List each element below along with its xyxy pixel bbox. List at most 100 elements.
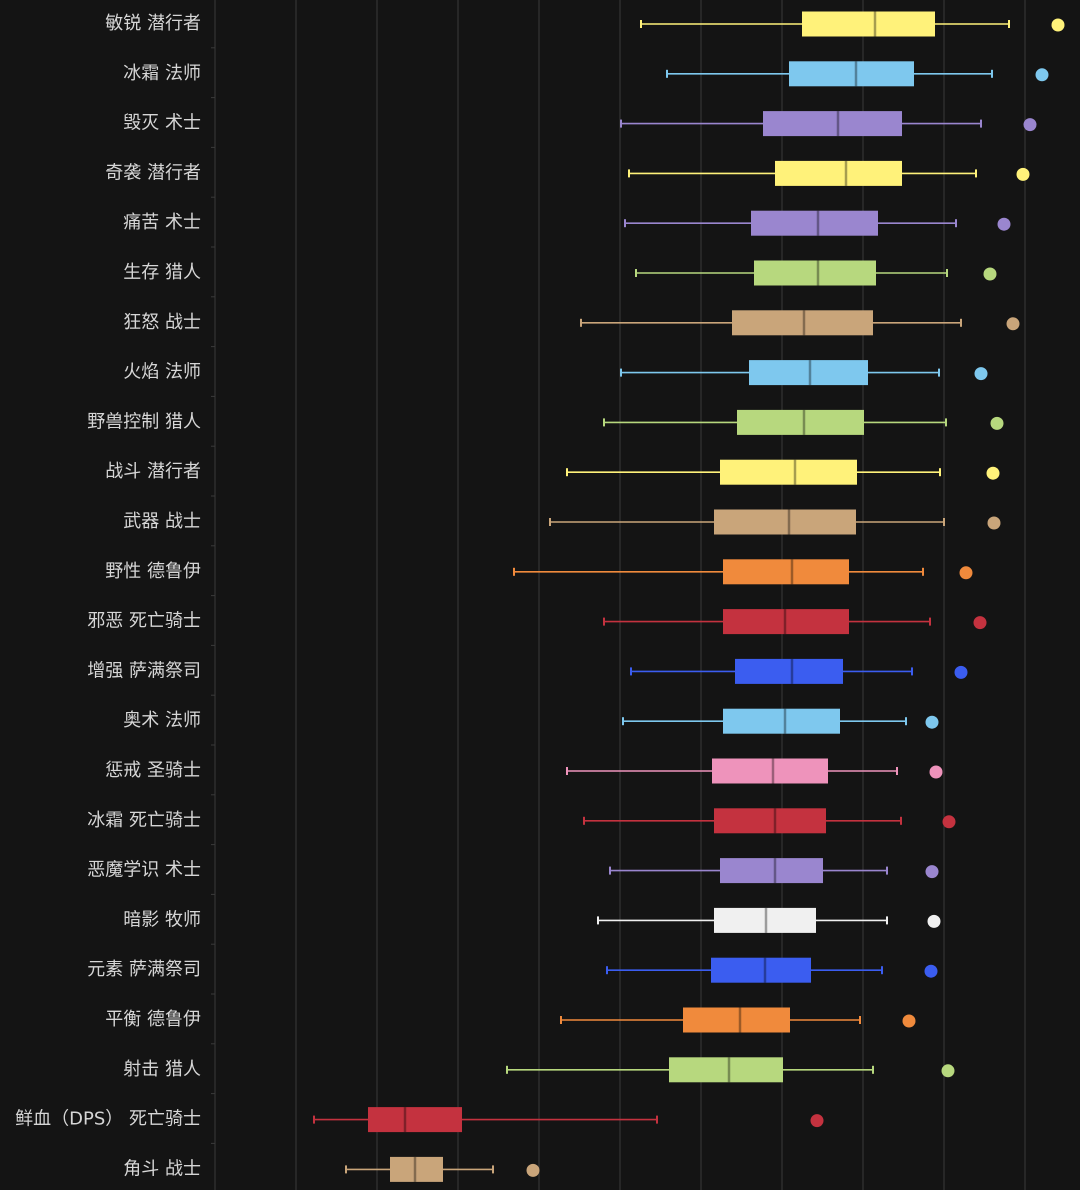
box-row — [513, 559, 973, 585]
iqr-box — [712, 758, 828, 784]
category-label: 生存 猎人 — [123, 262, 201, 283]
iqr-box — [669, 1057, 783, 1083]
iqr-box — [723, 559, 849, 585]
outlier-point — [927, 914, 941, 928]
category-label: 冰霜 死亡骑士 — [87, 810, 201, 831]
box-row — [603, 409, 1004, 435]
box-row — [666, 61, 1049, 87]
box-row — [630, 658, 968, 684]
iqr-box — [714, 509, 856, 535]
category-label: 武器 战士 — [123, 511, 201, 532]
category-label: 奇袭 潜行者 — [105, 162, 201, 183]
outlier-point — [1006, 317, 1020, 331]
category-label: 恶魔学识 术士 — [87, 860, 201, 881]
iqr-box — [789, 61, 914, 87]
iqr-box — [683, 1007, 790, 1033]
category-label: 邪恶 死亡骑士 — [87, 611, 201, 632]
box-row — [609, 858, 939, 884]
iqr-box — [735, 658, 843, 684]
category-label: 野性 德鲁伊 — [105, 561, 201, 582]
outlier-point — [1023, 118, 1037, 132]
outlier-point — [925, 865, 939, 879]
iqr-box — [711, 957, 811, 983]
iqr-box — [737, 409, 864, 435]
box-row — [620, 111, 1037, 137]
outlier-point — [924, 964, 938, 978]
box-row — [313, 1107, 824, 1133]
box-row — [597, 907, 941, 933]
iqr-box — [714, 907, 816, 933]
iqr-box — [723, 609, 849, 635]
outlier-point — [990, 416, 1004, 430]
category-label: 鲜血（DPS） 死亡骑士 — [15, 1109, 201, 1130]
box-row — [635, 260, 997, 286]
box-series — [313, 11, 1065, 1182]
outlier-point — [987, 516, 1001, 530]
iqr-box — [775, 160, 902, 186]
category-label: 火焰 法师 — [123, 362, 201, 383]
outlier-point — [1035, 68, 1049, 82]
box-row — [560, 1007, 916, 1033]
box-row — [640, 11, 1065, 37]
iqr-box — [749, 360, 868, 386]
grid — [211, 0, 1026, 1190]
iqr-box — [390, 1156, 443, 1182]
box-row — [624, 210, 1011, 236]
category-label: 战斗 潜行者 — [105, 461, 201, 482]
iqr-box — [754, 260, 876, 286]
box-row — [628, 160, 1030, 186]
outlier-point — [526, 1163, 540, 1177]
iqr-box — [720, 459, 857, 485]
box-row — [506, 1057, 955, 1083]
outlier-point — [974, 367, 988, 381]
category-label: 冰霜 法师 — [123, 63, 201, 84]
category-label: 元素 萨满祭司 — [87, 959, 201, 980]
iqr-box — [368, 1107, 462, 1133]
category-label: 射击 猎人 — [123, 1059, 201, 1080]
box-row — [620, 360, 988, 386]
outlier-point — [983, 267, 997, 281]
outlier-point — [929, 765, 943, 779]
iqr-box — [723, 708, 840, 734]
outlier-point — [986, 466, 1000, 480]
outlier-point — [1016, 167, 1030, 181]
box-row — [566, 758, 943, 784]
box-row — [345, 1156, 540, 1182]
iqr-box — [802, 11, 935, 37]
box-row — [566, 459, 1000, 485]
outlier-point — [973, 616, 987, 630]
outlier-point — [902, 1014, 916, 1028]
outlier-point — [997, 217, 1011, 231]
outlier-point — [810, 1114, 824, 1128]
box-row — [603, 609, 987, 635]
outlier-point — [954, 665, 968, 679]
category-label: 惩戒 圣骑士 — [105, 760, 201, 781]
box-row — [549, 509, 1001, 535]
box-row — [622, 708, 939, 734]
box-row — [606, 957, 938, 983]
box-row — [580, 310, 1020, 336]
category-label: 敏锐 潜行者 — [105, 13, 201, 34]
outlier-point — [959, 566, 973, 580]
iqr-box — [720, 858, 823, 884]
category-label: 暗影 牧师 — [123, 909, 201, 930]
category-label: 角斗 战士 — [123, 1158, 201, 1179]
iqr-box — [732, 310, 873, 336]
outlier-point — [1051, 18, 1065, 32]
box-row — [583, 808, 956, 834]
category-label: 平衡 德鲁伊 — [105, 1009, 201, 1030]
iqr-box — [751, 210, 878, 236]
category-label: 野兽控制 猎人 — [87, 411, 201, 432]
iqr-box — [763, 111, 902, 137]
category-label: 增强 萨满祭司 — [87, 660, 201, 681]
category-label: 狂怒 战士 — [123, 312, 201, 333]
outlier-point — [942, 815, 956, 829]
iqr-box — [714, 808, 826, 834]
category-label: 痛苦 术士 — [123, 212, 201, 233]
category-label: 奥术 法师 — [123, 710, 201, 731]
category-label: 毁灭 术士 — [123, 113, 201, 134]
outlier-point — [941, 1064, 955, 1078]
outlier-point — [925, 715, 939, 729]
